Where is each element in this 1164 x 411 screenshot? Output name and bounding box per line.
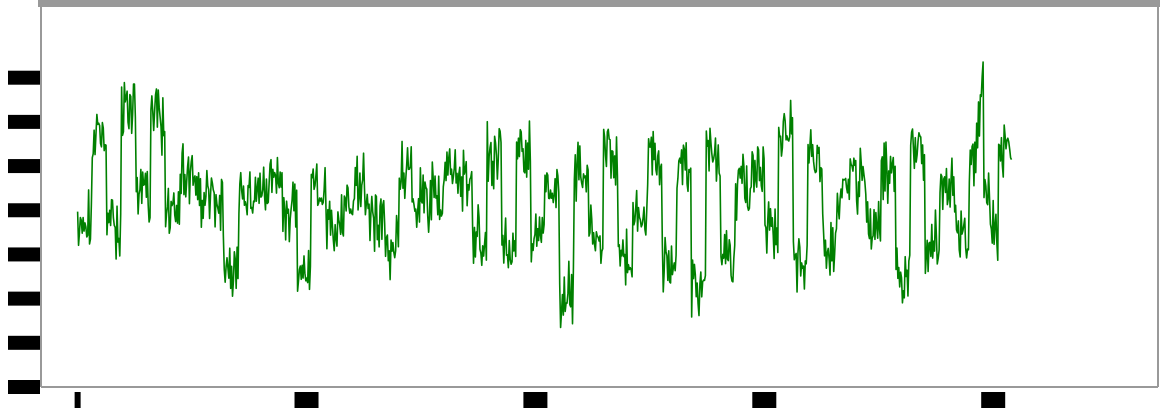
- y-tick-mark: [8, 159, 40, 174]
- x-tick-mark: [981, 392, 1006, 408]
- y-tick-mark: [8, 114, 40, 129]
- y-tick-mark: [8, 291, 40, 306]
- x-tick-mark: [752, 392, 777, 408]
- y-tick-mark: [8, 247, 40, 262]
- x-tick-mark: [294, 392, 319, 408]
- x-tick-mark: [523, 392, 548, 408]
- x-axis-ticks: [74, 392, 1006, 408]
- series-line: [76, 61, 1013, 329]
- y-tick-mark: [8, 380, 40, 394]
- frame-top-bar: [38, 0, 1160, 7]
- y-axis-ticks: [8, 70, 40, 394]
- y-tick-mark: [8, 70, 40, 85]
- y-tick-mark: [8, 335, 40, 350]
- x-tick-mark: [74, 392, 81, 408]
- y-tick-mark: [8, 203, 40, 218]
